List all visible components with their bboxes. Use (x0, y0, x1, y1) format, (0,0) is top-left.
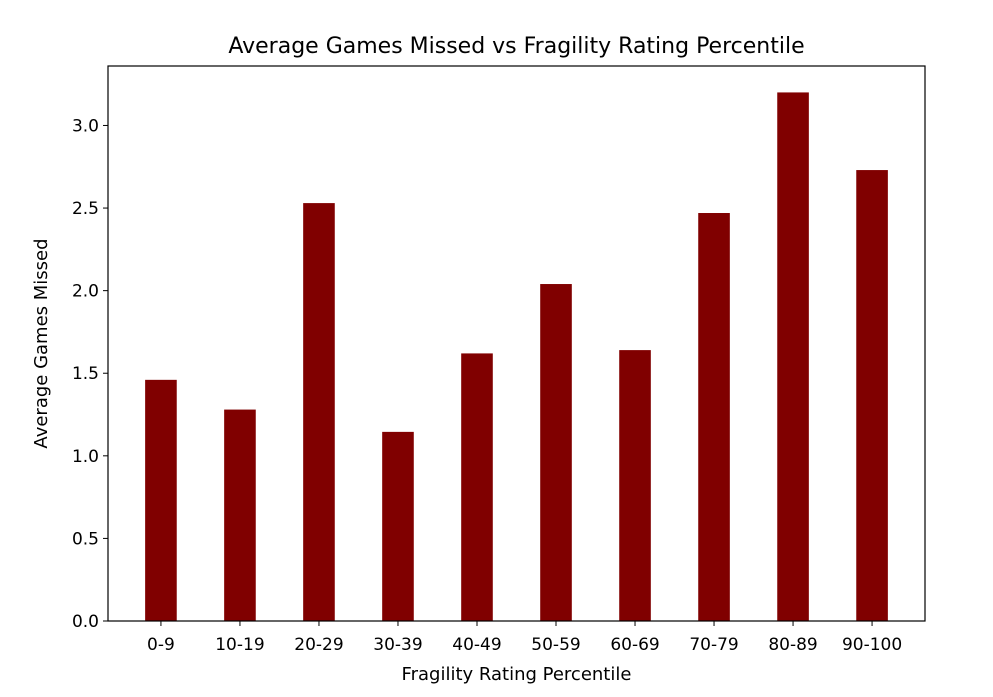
bar-30-39 (382, 431, 414, 621)
y-tick-label: 1.0 (72, 447, 99, 467)
bar-20-29 (303, 203, 335, 622)
bar-70-79 (698, 213, 730, 622)
x-axis-label: Fragility Rating Percentile (402, 664, 632, 685)
x-tick-label: 90-100 (842, 635, 902, 655)
plot-frame (107, 65, 926, 622)
x-tick-label: 30-39 (373, 635, 422, 655)
y-tick-label: 2.5 (72, 199, 99, 219)
x-tick-label: 50-59 (531, 635, 580, 655)
x-tick-label: 0-9 (147, 635, 175, 655)
x-tick-label: 60-69 (610, 635, 659, 655)
y-tick-label: 3.0 (72, 116, 99, 136)
x-tick-label: 20-29 (294, 635, 343, 655)
x-tick-label: 40-49 (452, 635, 501, 655)
x-tick-label: 10-19 (215, 635, 264, 655)
y-tick-label: 0.5 (72, 529, 99, 549)
y-tick-label: 1.5 (72, 364, 99, 384)
y-tick-label: 2.0 (72, 282, 99, 302)
bar-10-19 (224, 409, 256, 621)
bar-50-59 (540, 284, 572, 621)
bar-80-89 (777, 92, 809, 621)
bar-90-100 (856, 170, 888, 621)
bar-40-49 (461, 353, 493, 621)
y-tick-label: 0.0 (72, 612, 99, 632)
y-axis-label: Average Games Missed (31, 238, 52, 448)
bar-60-69 (619, 350, 651, 621)
x-tick-label: 80-89 (768, 635, 817, 655)
chart-title: Average Games Missed vs Fragility Rating… (228, 34, 804, 59)
bar-0-9 (145, 379, 177, 621)
x-tick-label: 70-79 (689, 635, 738, 655)
